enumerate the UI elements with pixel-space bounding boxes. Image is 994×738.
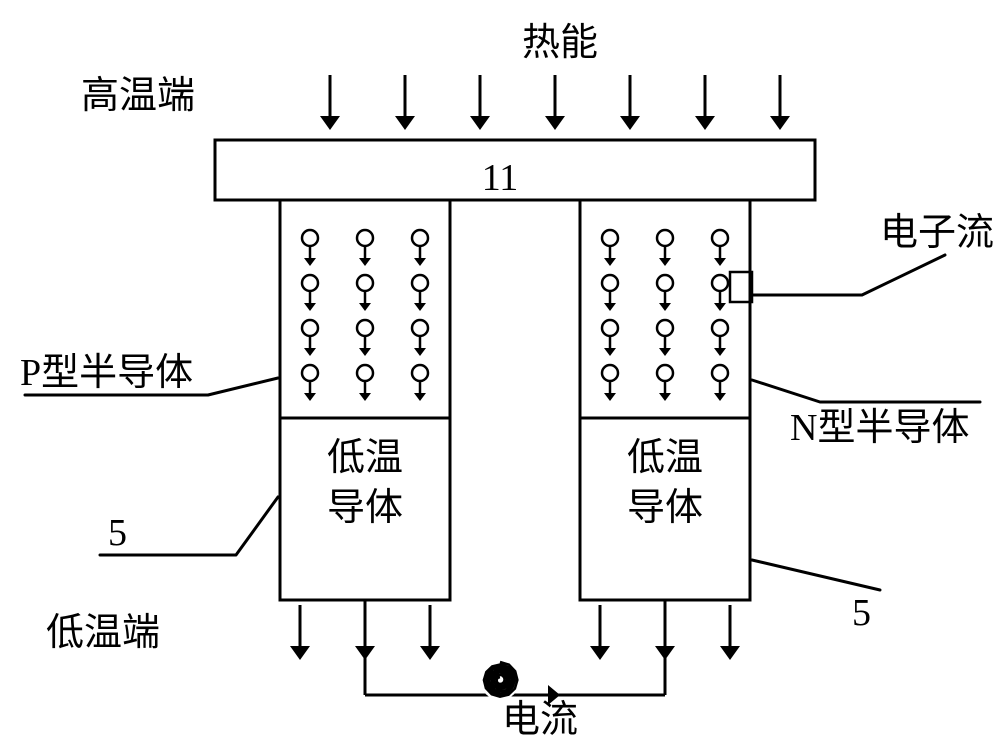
right-cold-conductor-label-line1: 低温 [627, 437, 703, 479]
heat-arrow [695, 75, 715, 130]
right-5-label: 5 [852, 592, 871, 634]
n-carriers [602, 230, 728, 401]
left-cold-conductor-label-line1: 低温 [327, 437, 403, 479]
hot-end-label: 高温端 [81, 75, 195, 117]
leader-electron-flow [752, 255, 945, 295]
heat-arrow [770, 75, 790, 130]
p-semiconductor-label: P型半导体 [20, 352, 193, 394]
p-carriers [302, 230, 428, 401]
n-semiconductor-label: N型半导体 [790, 407, 969, 449]
top-block-number: 11 [482, 157, 519, 199]
heat-arrow [545, 75, 565, 130]
heat-energy-label: 热能 [522, 22, 598, 64]
right-cold-conductor-label-line2: 导体 [627, 487, 703, 529]
left-5-label: 5 [108, 512, 127, 554]
heat-energy-arrows [320, 75, 790, 130]
electron-flow-label: 电子流 [880, 212, 994, 254]
leader-n-semiconductor [752, 380, 980, 402]
cold-end-label: 低温端 [46, 612, 160, 654]
left-cold-conductor-label-line2: 导体 [327, 487, 403, 529]
heat-arrow [620, 75, 640, 130]
heat-arrow [320, 75, 340, 130]
bottom-circuit [365, 600, 665, 705]
current-label: 电流 [502, 699, 578, 738]
heat-arrow [395, 75, 415, 130]
heat-arrow [470, 75, 490, 130]
leader-right-5 [752, 560, 880, 590]
